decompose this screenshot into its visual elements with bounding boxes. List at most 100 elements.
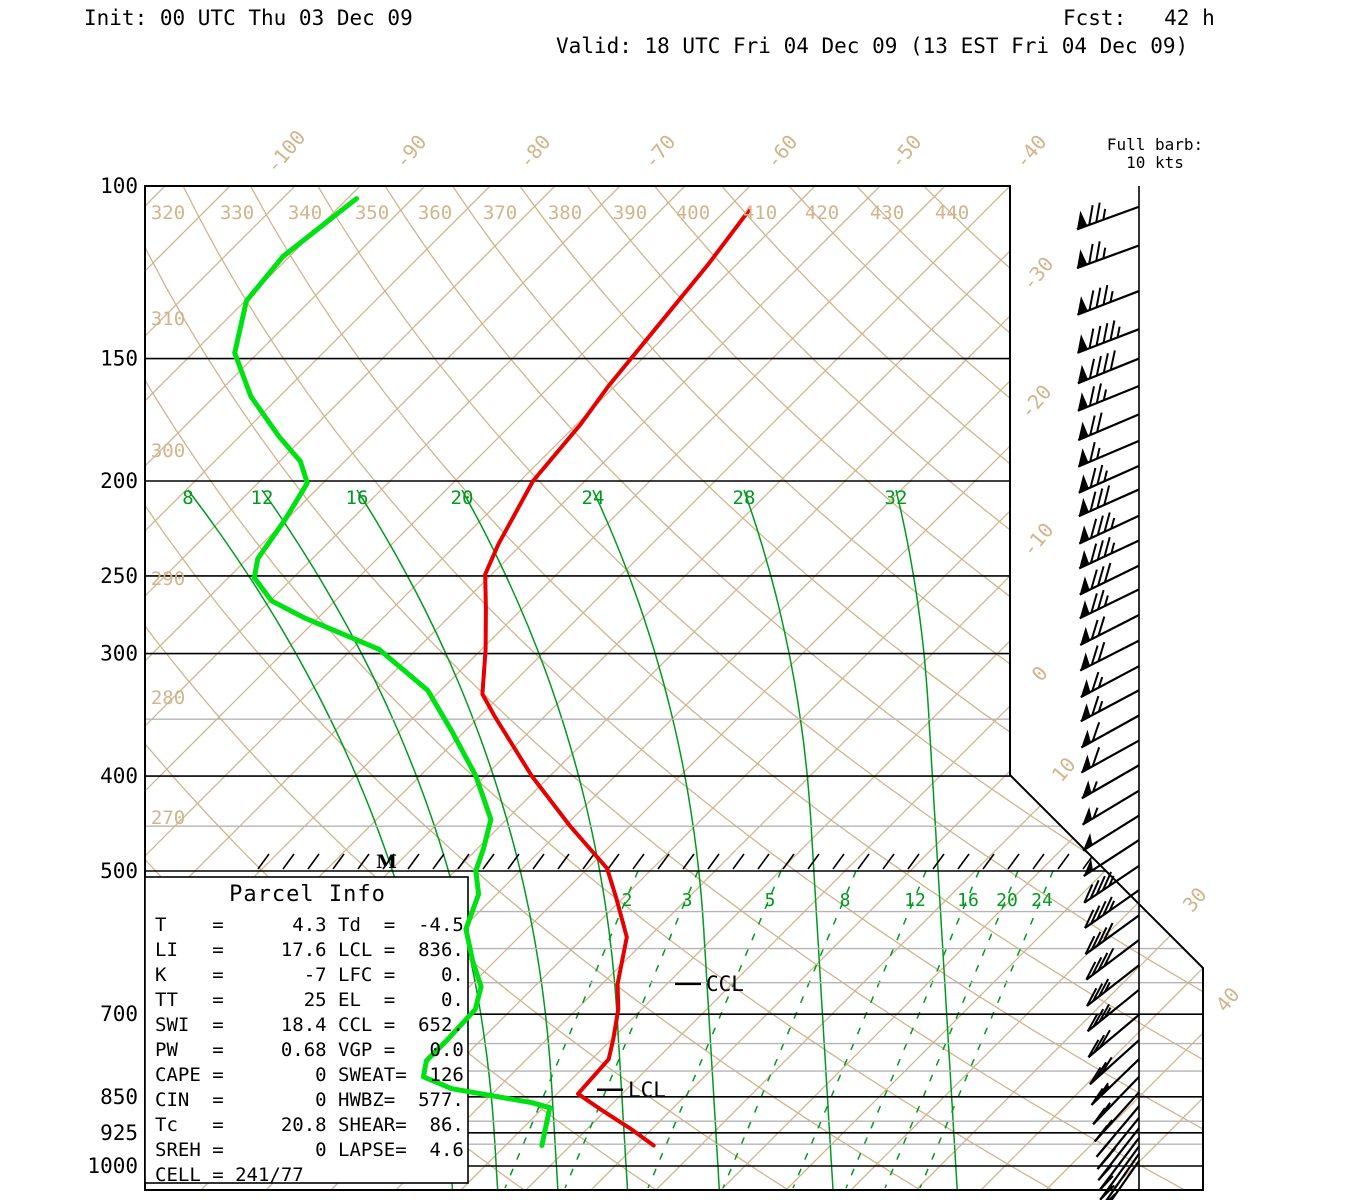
isotherm-label-top: -60 [761,130,803,173]
dry-adiabat-label: 370 [483,202,517,224]
mixing-cutoff-hatch [532,853,545,870]
dry-adiabat-line [145,186,1055,1190]
wind-barb [1097,1127,1140,1181]
wind-barb [1095,1105,1140,1158]
dry-adiabat-line [788,186,1203,1190]
isotherm-label-top: -70 [639,130,681,173]
mixing-cutoff-hatch [857,853,870,870]
dry-adiabat-line [145,186,790,1190]
wind-barb [1083,839,1140,877]
parcel-info-row: LI = 17.6 LCL = 836. [155,939,464,961]
wind-barb [1081,764,1140,800]
wind-barb [1078,485,1140,518]
wind-barb [1110,1160,1140,1200]
mixing-ratio-label: 12 [904,890,926,911]
mixing-cutoff-hatch [1007,853,1020,870]
moist-adiabat-label: 32 [885,487,908,509]
wind-barb [1080,665,1140,699]
wind-barb-legend: Full barb: 10 kts [1085,136,1225,172]
parcel-info-row: SREH = 0 LAPSE= 4.6 [155,1139,464,1161]
isotherm-label-top: -80 [514,130,556,173]
wind-barb [1079,614,1140,646]
dry-adiabat-label: 320 [151,202,185,224]
parcel-info-box: Parcel Info T = 4.3 Td = -4.5 LI = 17.6 L… [147,878,468,1188]
parcel-info-title: Parcel Info [229,882,386,907]
wind-barb [1076,320,1140,354]
mixing-cutoff-hatch [407,853,420,870]
mixing-ratio-label: 2 [622,890,633,911]
dry-adiabat-line [249,186,1203,1190]
mixing-cutoff-hatch [957,853,970,870]
mixing-cutoff-hatch [457,853,470,870]
mixing-cutoff-hatch [832,853,845,870]
wind-barb [1079,639,1140,672]
moist-adiabat-label: 20 [451,487,474,509]
moist-adiabat-line [261,489,499,1190]
barb-legend-line2: 10 kts [1126,153,1184,172]
mixing-cutoff-hatch [357,853,370,870]
pressure-axis-label: 200 [100,469,138,493]
pressure-axis-label: 850 [100,1085,138,1109]
isotherm-line [145,186,621,1190]
wind-barb [1077,383,1140,412]
isotherm-line [0,186,35,1190]
isotherm-line [395,186,1203,1190]
mixing-cutoff-hatch [932,853,945,870]
wind-barb [1079,562,1140,596]
mixing-ratio-line [504,870,639,1189]
wind-barb [1094,1091,1140,1143]
dry-adiabat-label: 290 [151,568,185,590]
isotherm-line [145,186,166,1190]
mixing-cutoff-hatch [382,853,395,870]
temperature-curve [480,208,751,1148]
isotherm-label-right: 30 [1178,883,1212,917]
mixing-cutoff-hatch [707,853,720,870]
wind-barb [1083,864,1140,904]
moist-adiabat-label: 16 [346,487,369,509]
isotherm-label-top: -100 [261,125,310,177]
parcel-info-row: TT = 25 EL = 0. [155,989,464,1011]
wind-barb [1078,512,1140,545]
isotherm-label-right: -30 [1017,252,1059,295]
dry-adiabat-line [451,186,1203,1190]
mixing-cutoff-hatch [632,853,645,870]
lcl-marker-label: LCL [628,1078,666,1102]
mixing-cutoff-hatch [257,853,270,870]
pressure-axis-label: 250 [100,564,138,588]
isotherm-line [785,186,1203,1190]
isotherm-label-right: -20 [1015,380,1057,423]
header-forecast-hour: Fcst: 42 h [1063,6,1215,30]
mixing-cutoff-hatch [682,853,695,870]
mixing-ratio-label: 20 [996,890,1018,911]
mixing-ratio-label: 24 [1031,890,1053,911]
isotherm-label-top: -90 [390,130,432,173]
moist-adiabat-line [743,489,834,1190]
dry-adiabat-line [586,186,1203,1190]
dewpoint-curve [232,196,553,1148]
mixing-ratio-line [722,870,857,1189]
isotherm-line [0,186,100,1190]
dry-adiabat-line [317,186,1203,1190]
isotherm-line [850,186,1203,1190]
mixing-ratio-line [919,870,1054,1189]
wind-barb [1085,939,1140,981]
dry-adiabat-label: 280 [151,687,185,709]
dry-adiabat-label: 390 [613,202,647,224]
wind-barb [1098,1137,1140,1192]
mixing-cutoff-hatch [607,853,620,870]
isotherm-line [915,186,1203,1190]
mixing-cutoff-hatch [757,853,770,870]
moist-adiabat-label: 8 [182,487,193,509]
isotherm-line [145,186,816,1190]
mixing-cutoff-hatch [1057,853,1070,870]
isotherm-line [145,186,491,1190]
wind-barb [1080,739,1140,774]
dry-adiabat-label: 270 [151,807,185,829]
parcel-info-rows: T = 4.3 Td = -4.5 LI = 17.6 LCL = 836. K =… [147,913,468,1188]
pressure-axis-label: 100 [100,174,138,198]
isotherm-label-right: -10 [1017,518,1059,561]
moist-adiabat-label: 28 [733,487,756,509]
dry-adiabat-label: 420 [805,202,839,224]
dry-adiabat-line [653,186,1203,1190]
